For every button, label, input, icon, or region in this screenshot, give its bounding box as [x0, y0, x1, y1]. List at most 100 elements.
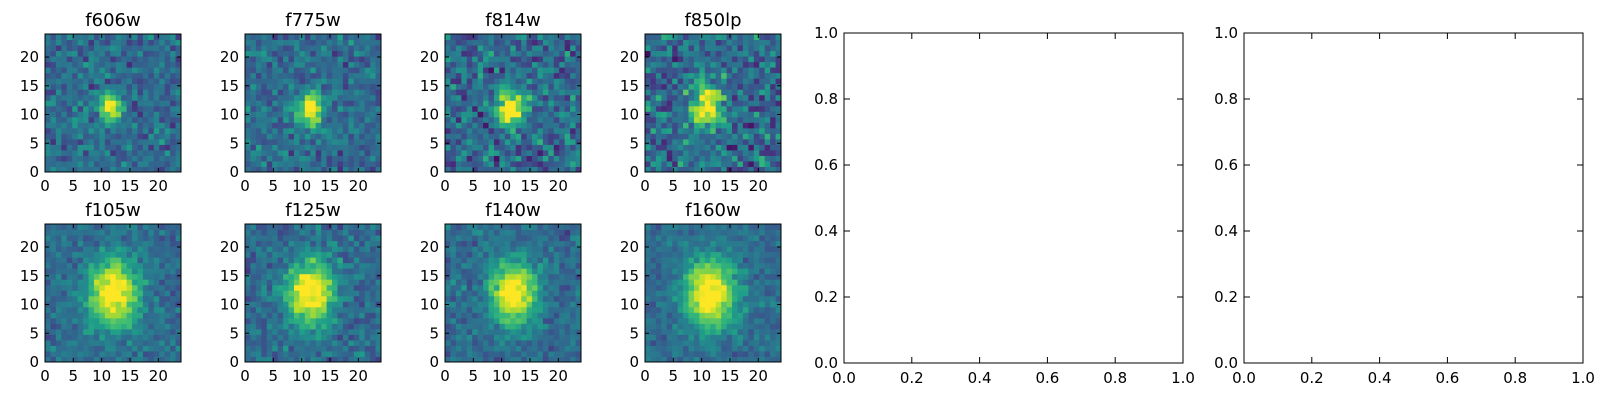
heatmap-cell	[472, 149, 479, 156]
heatmap-cell	[359, 39, 366, 46]
heatmap-cell	[655, 72, 662, 79]
heatmap-cell	[759, 94, 766, 101]
heatmap-cell	[66, 345, 73, 352]
heatmap-cell	[110, 268, 117, 275]
heatmap-cell	[337, 61, 344, 68]
heatmap-cell	[50, 284, 57, 291]
heatmap-cell	[526, 262, 533, 269]
heatmap-cell	[159, 317, 166, 324]
heatmap-cell	[515, 257, 522, 264]
heatmap-cell	[499, 356, 506, 363]
heatmap-cell	[688, 166, 695, 173]
heatmap-cell	[266, 166, 273, 173]
heatmap-cell	[472, 334, 479, 341]
heatmap-cell	[110, 301, 117, 308]
heatmap-cell	[148, 127, 155, 134]
heatmap-cell	[353, 246, 360, 253]
heatmap-cell	[50, 328, 57, 335]
heatmap-cell	[364, 160, 371, 167]
heatmap-cell	[55, 133, 62, 140]
heatmap-cell	[310, 356, 317, 363]
heatmap-cell	[293, 56, 300, 63]
heatmap-cell	[570, 295, 577, 302]
heatmap-cell	[726, 301, 733, 308]
heatmap-cell	[348, 39, 355, 46]
heatmap-cell	[348, 105, 355, 112]
heatmap-cell	[159, 328, 166, 335]
heatmap-cell	[672, 356, 679, 363]
heatmap-cell	[699, 306, 706, 313]
heatmap-cell	[93, 306, 100, 313]
heatmap-cell	[542, 56, 549, 63]
heatmap-cell	[99, 144, 106, 151]
heatmap-cell	[99, 345, 106, 352]
heatmap-cell	[342, 45, 349, 52]
heatmap-cell	[472, 284, 479, 291]
heatmap-cell	[315, 149, 322, 156]
heatmap-cell	[142, 144, 149, 151]
heatmap-cell	[715, 94, 722, 101]
heatmap-cell	[548, 235, 555, 242]
heatmap-cell	[510, 61, 517, 68]
heatmap-cell	[477, 78, 484, 85]
heatmap-cell	[77, 78, 84, 85]
heatmap-cell	[266, 229, 273, 236]
heatmap-cell	[461, 306, 468, 313]
heatmap-cell	[488, 111, 495, 118]
heatmap-cell	[715, 339, 722, 346]
heatmap-cell	[575, 45, 582, 52]
heatmap-cell	[332, 56, 338, 63]
heatmap-cell	[526, 100, 533, 107]
heatmap-cell	[553, 149, 560, 156]
heatmap-cell	[299, 72, 306, 79]
heatmap-cell	[115, 105, 122, 112]
heatmap-cell	[645, 67, 651, 74]
heatmap-cell	[45, 350, 51, 357]
heatmap-cell	[721, 356, 728, 363]
heatmap-cell	[142, 34, 149, 41]
heatmap-cell	[483, 116, 490, 123]
heatmap-cell	[526, 290, 533, 297]
heatmap-cell	[504, 127, 511, 134]
heatmap-cell	[721, 301, 728, 308]
heatmap-cell	[359, 224, 366, 231]
heatmap-cell	[164, 251, 171, 258]
heatmap-cell	[575, 67, 582, 74]
heatmap-cell	[564, 312, 571, 319]
heatmap-cell	[532, 317, 538, 324]
heatmap-cell	[521, 284, 528, 291]
heatmap-cell	[115, 284, 122, 291]
y-tick-label: 20	[220, 48, 239, 66]
heatmap-cell	[348, 56, 355, 63]
heatmap-cell	[255, 61, 262, 68]
heatmap-cell	[255, 306, 262, 313]
heatmap-cell	[542, 111, 549, 118]
heatmap-cell	[337, 262, 344, 269]
heatmap-cell	[661, 127, 668, 134]
heatmap-cell	[455, 39, 462, 46]
heatmap-cell	[55, 138, 62, 145]
heatmap-cell	[148, 89, 155, 96]
heatmap-cell	[742, 111, 749, 118]
heatmap-cell	[564, 111, 571, 118]
heatmap-cell	[461, 224, 468, 231]
y-tick-label: 5	[429, 324, 439, 342]
heatmap-cell	[132, 240, 138, 247]
heatmap-cell	[672, 72, 679, 79]
heatmap-cell	[293, 72, 300, 79]
heatmap-cell	[655, 39, 662, 46]
heatmap-cell	[748, 133, 755, 140]
heatmap-cell	[272, 78, 279, 85]
heatmap-cell	[121, 45, 128, 52]
heatmap-cell	[499, 328, 506, 335]
heatmap-cell	[504, 144, 511, 151]
heatmap-cell	[737, 350, 744, 357]
heatmap-cell	[493, 235, 500, 242]
heatmap-cell	[126, 306, 133, 313]
heatmap-cell	[293, 149, 300, 156]
heatmap-cell	[164, 78, 171, 85]
heatmap-cell	[159, 306, 166, 313]
heatmap-cell	[45, 56, 51, 63]
heatmap-cell	[770, 61, 777, 68]
